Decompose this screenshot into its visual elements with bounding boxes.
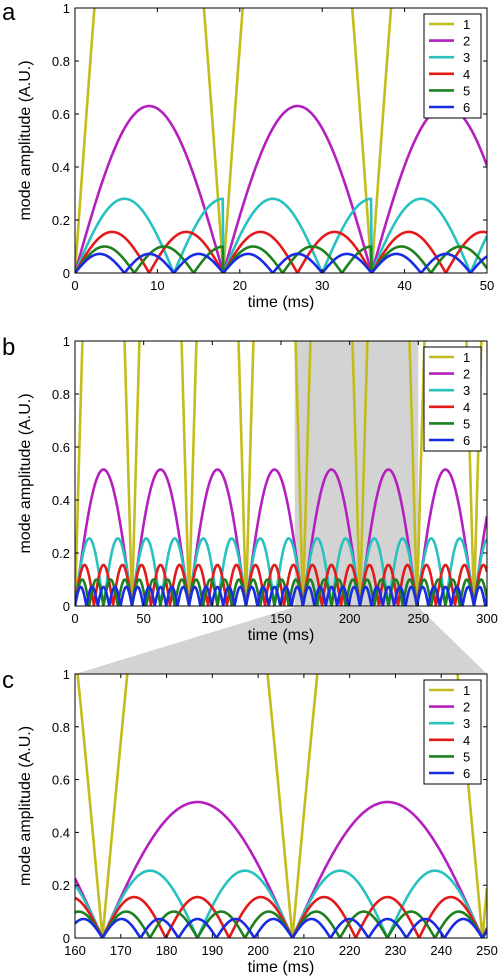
legend-label-4: 4 — [463, 67, 470, 82]
x-tick-label: 40 — [397, 278, 411, 293]
legend-label-3: 3 — [463, 716, 470, 731]
legend-label-6: 6 — [463, 100, 470, 115]
panel-a: 0 10 20 30 40 50 0 0.2 0.4 0.6 0.8 1 time (ms) mode a… — [2, 0, 494, 311]
series-line-1 — [76, 674, 487, 938]
panel-b: 0 50 100 150 200 250 300 0 0.2 0.4 0.6 0.8 1 time (ms… — [2, 334, 498, 644]
x-tick-label: 190 — [201, 943, 223, 958]
legend-label-5: 5 — [463, 416, 470, 431]
legend-box — [423, 346, 482, 452]
legend-label-1: 1 — [463, 683, 470, 698]
axes-frame — [74, 673, 488, 939]
y-tick-label: 0 — [63, 266, 70, 281]
y-tick-label: 0.8 — [52, 387, 70, 402]
legend-label-4: 4 — [463, 400, 470, 415]
series-line-5 — [75, 245, 487, 273]
y-tick-label: 0.6 — [52, 773, 70, 788]
y-axis-label: mode amplitude (A.U.) — [17, 726, 34, 886]
panel-label: c — [2, 667, 14, 694]
series-line-5 — [75, 910, 487, 938]
x-tick-label: 300 — [476, 611, 498, 626]
x-tick-label: 30 — [315, 278, 329, 293]
series-line-3 — [75, 869, 487, 938]
series-line-6 — [75, 917, 487, 938]
x-tick-label: 0 — [71, 278, 78, 293]
x-tick-label: 50 — [136, 611, 150, 626]
x-tick-label: 100 — [201, 611, 223, 626]
legend-label-3: 3 — [463, 50, 470, 65]
x-tick-label: 170 — [110, 943, 132, 958]
y-tick-label: 0.4 — [52, 160, 70, 175]
legend-label-1: 1 — [463, 17, 470, 32]
y-axis-label: mode amplitude (A.U.) — [17, 393, 34, 553]
x-tick-label: 230 — [385, 943, 407, 958]
y-tick-label: 0.2 — [52, 546, 70, 561]
x-tick-label: 210 — [293, 943, 315, 958]
legend-label-6: 6 — [463, 433, 470, 448]
y-tick-label: 0.2 — [52, 878, 70, 893]
y-tick-label: 0.8 — [52, 54, 70, 69]
legend-label-2: 2 — [463, 700, 470, 715]
y-tick-label: 1 — [63, 667, 70, 682]
x-tick-label: 0 — [71, 611, 78, 626]
legend-box — [423, 13, 482, 119]
legend-label-5: 5 — [463, 749, 470, 764]
series-line-4 — [75, 230, 487, 273]
y-axis-label: mode amplitude (A.U.) — [17, 60, 34, 220]
x-tick-label: 240 — [430, 943, 452, 958]
y-tick-label: 0 — [63, 931, 70, 946]
legend-box — [423, 679, 482, 785]
zoom-connector — [75, 607, 487, 674]
x-tick-label: 160 — [64, 943, 86, 958]
series-line-1 — [75, 341, 483, 606]
plot-area — [75, 8, 487, 273]
x-tick-label: 250 — [476, 943, 498, 958]
y-tick-label: 0.2 — [52, 213, 70, 228]
y-tick-label: 0.8 — [52, 720, 70, 735]
x-tick-label: 10 — [150, 278, 164, 293]
legend-label-5: 5 — [463, 83, 470, 98]
panel-label: a — [2, 0, 16, 26]
series-line-6 — [75, 252, 487, 273]
x-tick-label: 200 — [247, 943, 269, 958]
x-tick-label: 220 — [339, 943, 361, 958]
x-axis-label: time (ms) — [248, 294, 315, 311]
panel-c: 160 170 180 190 200 210 220 230 240 250 0 0.2 0.4 0.6… — [2, 667, 498, 976]
legend-label-2: 2 — [463, 367, 470, 382]
legend-label-1: 1 — [463, 350, 470, 365]
x-tick-label: 180 — [156, 943, 178, 958]
legend-label-4: 4 — [463, 733, 470, 748]
legend: 1 23 45 6 — [423, 679, 482, 785]
legend: 1 23 45 6 — [423, 13, 482, 119]
legend-label-2: 2 — [463, 34, 470, 49]
series-line-4 — [75, 895, 487, 938]
legend: 1 23 45 6 — [423, 346, 482, 452]
x-tick-label: 150 — [270, 611, 292, 626]
x-tick-label: 20 — [233, 278, 247, 293]
x-axis-label: time (ms) — [248, 959, 315, 976]
y-tick-label: 0.6 — [52, 107, 70, 122]
x-tick-label: 50 — [480, 278, 494, 293]
panel-label: b — [2, 334, 15, 361]
series-line-3 — [75, 197, 487, 273]
y-tick-label: 0.4 — [52, 493, 70, 508]
legend-label-3: 3 — [463, 383, 470, 398]
x-tick-label: 250 — [407, 611, 429, 626]
series-line-2 — [75, 104, 487, 273]
y-tick-label: 0.6 — [52, 440, 70, 455]
axes-frame — [74, 7, 488, 274]
x-tick-label: 200 — [339, 611, 361, 626]
y-tick-label: 1 — [63, 1, 70, 16]
y-tick-label: 0.4 — [52, 825, 70, 840]
y-tick-label: 1 — [63, 334, 70, 349]
x-axis-label: time (ms) — [248, 627, 315, 644]
legend-label-6: 6 — [463, 766, 470, 781]
y-tick-label: 0 — [63, 599, 70, 614]
